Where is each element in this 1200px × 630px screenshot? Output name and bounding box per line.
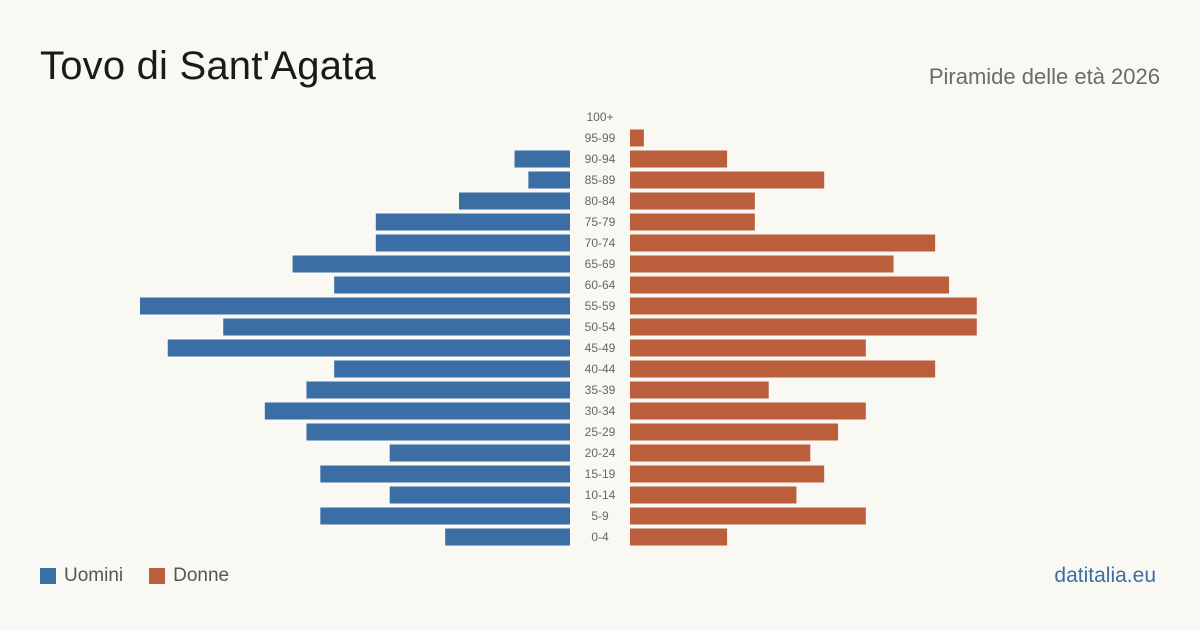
- bar-men-30-34: [264, 402, 570, 420]
- bar-women-25-29: [630, 423, 839, 441]
- bar-women-65-69: [630, 255, 894, 273]
- bar-men-90-94: [514, 150, 570, 168]
- age-group-label-15-19: 15-19: [585, 467, 616, 481]
- bar-women-30-34: [630, 402, 866, 420]
- bar-women-40-44: [630, 360, 936, 378]
- bar-women-45-49: [630, 339, 866, 357]
- bar-women-55-59: [630, 297, 977, 315]
- bar-women-35-39: [630, 381, 769, 399]
- age-group-label-30-34: 30-34: [585, 404, 616, 418]
- age-group-label-25-29: 25-29: [585, 425, 616, 439]
- bar-men-35-39: [306, 381, 570, 399]
- age-group-label-10-14: 10-14: [585, 488, 616, 502]
- bar-women-80-84: [630, 192, 755, 210]
- age-group-label-20-24: 20-24: [585, 446, 616, 460]
- age-group-label-35-39: 35-39: [585, 383, 616, 397]
- bar-men-65-69: [292, 255, 570, 273]
- bar-women-50-54: [630, 318, 977, 336]
- legend-label-men: Uomini: [64, 565, 124, 586]
- bar-women-5-9: [630, 507, 866, 525]
- bar-women-60-64: [630, 276, 950, 294]
- bar-women-85-89: [630, 171, 825, 189]
- chart-subtitle: Piramide delle età 2026: [928, 64, 1160, 89]
- age-group-label-5-9: 5-9: [591, 509, 609, 523]
- age-group-label-95-99: 95-99: [585, 131, 616, 145]
- bar-men-60-64: [334, 276, 570, 294]
- bar-women-70-74: [630, 234, 936, 252]
- bar-men-0-4: [445, 528, 570, 546]
- bar-men-70-74: [375, 234, 570, 252]
- legend-item-women: Donne: [149, 565, 229, 587]
- bar-men-40-44: [334, 360, 570, 378]
- bar-women-20-24: [630, 444, 811, 462]
- bar-men-55-59: [140, 297, 570, 315]
- bar-men-5-9: [320, 507, 570, 525]
- legend-swatch-women: [149, 568, 166, 584]
- bar-men-20-24: [389, 444, 570, 462]
- bar-women-75-79: [630, 213, 755, 231]
- page-title: Tovo di Sant'Agata: [40, 44, 376, 88]
- bar-men-15-19: [320, 465, 570, 483]
- source-link[interactable]: datitalia.eu: [1054, 564, 1156, 587]
- bar-men-50-54: [223, 318, 570, 336]
- bar-men-25-29: [306, 423, 570, 441]
- bar-men-10-14: [389, 486, 570, 504]
- age-group-label-70-74: 70-74: [585, 236, 616, 250]
- age-group-label-85-89: 85-89: [585, 173, 616, 187]
- age-group-label-0-4: 0-4: [591, 530, 609, 544]
- age-group-label-40-44: 40-44: [585, 362, 616, 376]
- legend-item-men: Uomini: [40, 565, 123, 587]
- bar-men-80-84: [459, 192, 570, 210]
- age-group-label-80-84: 80-84: [585, 194, 616, 208]
- bar-men-75-79: [375, 213, 570, 231]
- bar-women-0-4: [630, 528, 728, 546]
- bar-women-15-19: [630, 465, 825, 483]
- age-group-label-90-94: 90-94: [585, 152, 616, 166]
- age-group-label-60-64: 60-64: [585, 278, 616, 292]
- age-group-label-100plus: 100+: [586, 110, 613, 124]
- chart-legend: Uomini Donne: [40, 565, 255, 587]
- age-group-label-75-79: 75-79: [585, 215, 616, 229]
- age-group-label-45-49: 45-49: [585, 341, 616, 355]
- bar-women-95-99: [630, 129, 644, 147]
- bar-women-10-14: [630, 486, 797, 504]
- age-group-label-65-69: 65-69: [585, 257, 616, 271]
- legend-label-women: Donne: [173, 565, 230, 586]
- bar-men-45-49: [167, 339, 570, 357]
- age-group-label-55-59: 55-59: [585, 299, 616, 313]
- bar-women-90-94: [630, 150, 728, 168]
- bar-men-85-89: [528, 171, 570, 189]
- age-group-label-50-54: 50-54: [585, 320, 616, 334]
- legend-swatch-men: [40, 568, 56, 584]
